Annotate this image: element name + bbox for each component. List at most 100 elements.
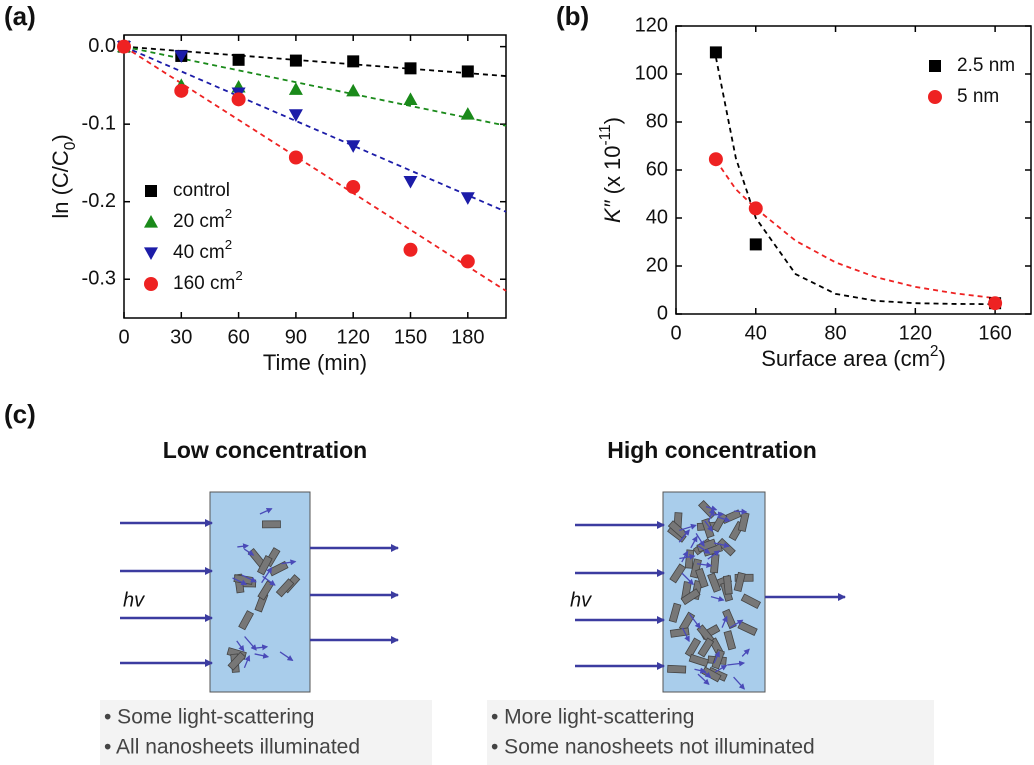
point <box>232 53 245 66</box>
point <box>288 109 303 122</box>
light-arrows <box>120 519 846 670</box>
legend-marker <box>144 215 158 228</box>
point <box>988 296 1003 311</box>
scatter-arrow <box>721 615 728 628</box>
nanosheet <box>695 567 709 589</box>
nanosheet <box>688 653 709 668</box>
y-tick-label: -0.2 <box>82 190 116 212</box>
nanosheet <box>697 637 715 658</box>
chart: (a) 0 30 60 90 120 150 180 0.0 -0.1 -0.2 -0.3 Time (… <box>4 1 507 375</box>
legend-label: 20 cm2 <box>173 206 232 232</box>
diagram: (c) Low concentration High concentration… <box>4 399 934 765</box>
legend-label-part: control <box>173 180 230 201</box>
scatter-arrow <box>717 516 731 523</box>
legend-label-part: 2 <box>225 206 232 221</box>
nanosheet <box>723 630 737 651</box>
y-axis-label: K″ (x 10-11) <box>597 117 625 223</box>
legend-marker <box>928 90 942 104</box>
scatter-arrow <box>243 548 255 556</box>
point <box>346 140 361 153</box>
legend-marker <box>144 277 158 291</box>
scatter-arrow <box>244 636 257 651</box>
point <box>347 55 360 68</box>
plot-frame <box>123 34 507 319</box>
note-box <box>487 700 934 765</box>
fit-line <box>715 159 996 300</box>
scatter-arrow <box>713 542 730 549</box>
point <box>174 50 189 63</box>
legend-label-part: 160 cm <box>173 273 235 294</box>
nanosheet <box>740 593 762 610</box>
y-tick-label: 20 <box>646 254 668 276</box>
point <box>288 82 303 95</box>
diagram-title: High concentration <box>607 437 817 463</box>
point <box>460 107 475 120</box>
y-tick-label: 40 <box>646 206 668 228</box>
x-axis-label: Time (min) <box>263 350 367 375</box>
x-axis-label-part: Surface area (cm <box>761 346 930 371</box>
legend-label-part: 2 <box>225 237 232 252</box>
fit-line <box>123 45 507 77</box>
scatter-arrow <box>237 543 249 550</box>
y-tick-label: 60 <box>646 158 668 180</box>
scatter-arrow <box>236 640 245 652</box>
fit-line <box>123 45 507 213</box>
scatter-arrow <box>261 567 273 584</box>
scatter-arrow <box>715 664 728 673</box>
x-tick-label: 90 <box>285 326 307 348</box>
point <box>117 39 131 54</box>
scatter-arrow <box>710 595 725 602</box>
y-tick-label: 100 <box>635 62 668 84</box>
legend-label: 40 cm2 <box>173 237 232 263</box>
panel-label: (b) <box>556 1 589 31</box>
point <box>403 175 418 189</box>
scatter-arrow <box>694 667 707 674</box>
x-axis-label-part: Time (min) <box>263 350 367 375</box>
scatter-arrow <box>695 533 705 547</box>
x-axis-label: Surface area (cm2) <box>761 343 946 371</box>
hv-label: hv <box>123 589 145 611</box>
note: • More light-scattering <box>491 706 694 729</box>
nanosheet <box>227 651 247 671</box>
note: • All nanosheets illuminated <box>104 736 360 759</box>
panel-label: (c) <box>4 399 36 429</box>
y-axis-label-part: 0 <box>62 142 79 151</box>
point <box>749 238 762 251</box>
scatter-arrow <box>711 511 725 518</box>
y-axis-label-part: -11 <box>597 124 614 145</box>
point <box>346 179 361 194</box>
note: • Some light-scattering <box>104 706 314 729</box>
fit-line <box>123 45 507 292</box>
scatter-arrow <box>241 574 257 583</box>
scatter-arrow <box>689 613 701 629</box>
legend-label-part: 2 <box>235 268 242 283</box>
legend-label-part: 2.5 nm <box>957 55 1015 76</box>
x-axis-label-part: 2 <box>930 343 939 360</box>
scatter-arrow <box>232 577 248 586</box>
x-tick-label: 40 <box>745 322 767 344</box>
point <box>174 83 189 98</box>
point <box>403 242 418 257</box>
y-tick-label: -0.1 <box>82 112 116 134</box>
scatter-arrow <box>707 550 721 560</box>
scatter-arrow <box>704 520 713 532</box>
nanosheet <box>723 575 733 595</box>
nanosheet <box>667 664 687 674</box>
y-tick-label: -0.3 <box>82 268 116 290</box>
point <box>404 62 417 75</box>
scatter-arrow <box>281 559 297 566</box>
legend-label: 5 nm <box>957 86 999 107</box>
point <box>288 150 303 165</box>
nanosheet <box>262 520 281 529</box>
x-tick-label: 120 <box>337 326 370 348</box>
point <box>461 65 474 78</box>
legend-marker <box>145 185 157 197</box>
scatter-arrow <box>681 572 694 586</box>
nanosheet <box>669 627 690 638</box>
point <box>403 92 418 105</box>
fit-line <box>715 57 996 306</box>
x-tick-label: 60 <box>227 326 249 348</box>
fit-line <box>123 45 507 127</box>
legend-marker <box>929 60 941 72</box>
